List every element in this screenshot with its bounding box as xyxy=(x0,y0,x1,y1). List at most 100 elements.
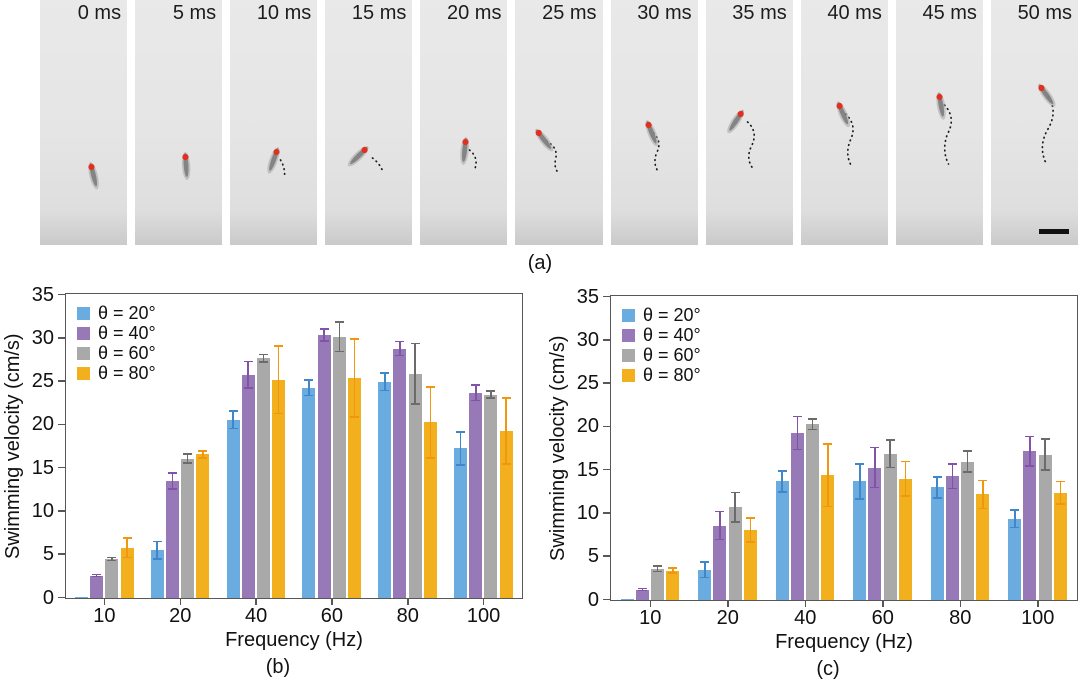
y-tick xyxy=(603,425,610,428)
error-bar-cap-bottom xyxy=(395,354,405,357)
error-bar-cap-top xyxy=(900,460,910,463)
swimmer-icon xyxy=(535,128,554,152)
bar xyxy=(90,575,104,598)
y-tick-label: 5 xyxy=(587,545,599,568)
error-bar xyxy=(874,446,876,489)
bar xyxy=(499,430,513,598)
y-tick xyxy=(58,596,65,599)
bar xyxy=(853,481,867,600)
error-bar xyxy=(641,587,644,592)
legend-swatch xyxy=(622,348,635,362)
time-label: 20 ms xyxy=(447,2,502,24)
legend-label: θ = 80° xyxy=(98,362,156,383)
bar xyxy=(165,481,179,598)
swimmer-graphic xyxy=(645,120,660,173)
x-tick-label: 20 xyxy=(716,607,739,629)
error-bar xyxy=(308,378,310,397)
bar xyxy=(1023,451,1037,600)
error-bar-cap-top xyxy=(258,353,268,356)
error-bar-cap-top xyxy=(653,565,663,567)
bar xyxy=(378,381,392,598)
error-bar-cap-top xyxy=(380,372,390,374)
swimmer-graphic xyxy=(936,92,952,165)
error-bar-cap-bottom xyxy=(900,495,910,497)
error-bar-cap-bottom xyxy=(107,559,117,562)
error-bar-cap-bottom xyxy=(700,576,710,579)
error-bar-cap-top xyxy=(855,463,865,465)
error-bar-cap-top xyxy=(319,327,329,330)
trajectory-dots xyxy=(371,157,385,174)
error-bar xyxy=(414,342,416,405)
time-label: 0 ms xyxy=(77,2,122,24)
video-frame: 50 ms xyxy=(990,0,1079,245)
bar xyxy=(1008,518,1022,600)
bar xyxy=(408,373,422,598)
x-tick xyxy=(727,601,729,607)
x-tick-label: 80 xyxy=(396,605,419,627)
video-frame: 30 ms xyxy=(610,0,698,245)
error-bar-cap-top xyxy=(122,537,132,539)
x-tick xyxy=(255,599,257,605)
legend-item: θ = 80° xyxy=(622,365,701,385)
bar xyxy=(317,334,331,598)
error-bar xyxy=(277,345,280,415)
legend-label: θ = 80° xyxy=(643,364,701,385)
plot-area xyxy=(65,293,523,599)
head-marker xyxy=(536,129,543,137)
bar xyxy=(868,467,882,600)
bar xyxy=(74,596,88,598)
error-bar-cap-bottom xyxy=(410,403,420,405)
error-bar-cap-bottom xyxy=(501,463,511,465)
x-tick xyxy=(331,599,333,605)
error-bar-cap-top xyxy=(808,418,818,420)
error-bar-cap-top xyxy=(700,561,710,563)
error-bar-cap-bottom xyxy=(1010,526,1020,529)
x-tick-label: 100 xyxy=(466,605,501,627)
error-bar-cap-top xyxy=(501,397,511,399)
trajectory-dots xyxy=(469,149,478,171)
time-label: 30 ms xyxy=(637,2,692,24)
error-bar-cap-top xyxy=(792,415,802,418)
y-tick xyxy=(58,510,65,512)
head-marker xyxy=(88,163,95,171)
error-bar-cap-top xyxy=(1010,509,1020,511)
error-bar-cap-top xyxy=(198,449,208,452)
bar xyxy=(743,529,757,600)
error-bar xyxy=(1013,509,1016,529)
error-bar-cap-bottom xyxy=(963,471,973,473)
x-tick xyxy=(649,601,651,607)
x-tick xyxy=(407,599,409,605)
legend-swatch xyxy=(622,328,635,342)
error-bar-cap-bottom xyxy=(380,389,390,392)
error-bar xyxy=(156,540,159,560)
x-tick xyxy=(959,601,961,607)
bar xyxy=(713,525,727,600)
legend-swatch xyxy=(77,326,90,340)
error-bar xyxy=(202,449,204,459)
bar xyxy=(790,432,804,600)
legend-swatch xyxy=(77,346,90,360)
error-bar-cap-top xyxy=(963,450,973,452)
trajectory-dots xyxy=(943,104,952,165)
error-bar-cap-top xyxy=(183,453,193,456)
error-bar-cap-bottom xyxy=(92,575,102,578)
error-bar-cap-bottom xyxy=(932,497,942,499)
bar xyxy=(620,599,634,600)
error-bar xyxy=(703,561,706,579)
error-bar-cap-bottom xyxy=(319,340,329,342)
y-tick xyxy=(58,337,65,339)
plot-area xyxy=(610,295,1078,601)
swimmer-graphic xyxy=(181,152,191,180)
time-label: 35 ms xyxy=(732,2,787,24)
bar xyxy=(241,374,255,598)
head-marker xyxy=(645,121,652,129)
error-bar-cap-bottom xyxy=(198,457,208,459)
y-tick xyxy=(603,295,610,298)
x-tick-label: 40 xyxy=(244,605,268,627)
error-bar-cap-top xyxy=(637,587,647,590)
y-tick-label: 25 xyxy=(31,370,54,393)
legend-item: θ = 20° xyxy=(77,303,156,323)
legend-label: θ = 20° xyxy=(643,304,701,325)
error-bar xyxy=(1059,480,1062,505)
x-tick xyxy=(179,599,181,605)
